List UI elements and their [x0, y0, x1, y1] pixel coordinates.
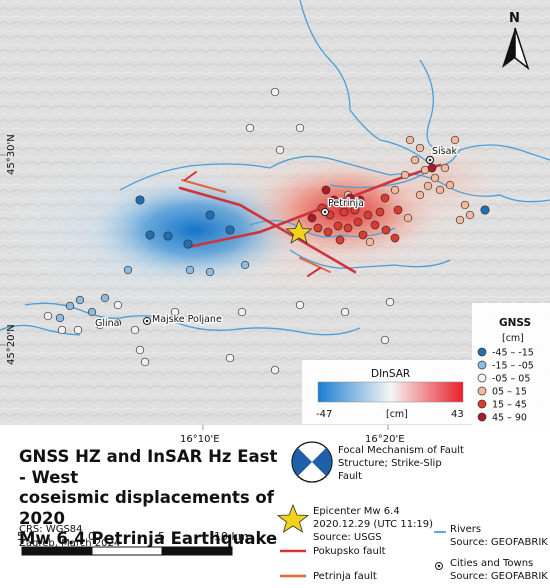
lon-label-2: 16°20'E: [365, 434, 405, 445]
scale-label-10km: 10 km: [214, 530, 249, 543]
dinsar-legend: DInSAR -47 [cm] 43: [302, 360, 472, 424]
label-petrinja: Petrinja: [328, 198, 364, 209]
crs-info: CRS: WGS84 Zagreb, March 2024: [19, 523, 120, 551]
lon-label-1: 16°10'E: [180, 434, 220, 445]
map-title: GNSS HZ and InSAR Hz East - West coseism…: [19, 447, 279, 550]
graticule: 45°30'N 45°20'N 16°10'E 16°20'E: [6, 134, 405, 445]
north-arrow-icon: N: [502, 11, 530, 71]
label-majske-poljane: Majske Poljane: [152, 314, 222, 325]
author-date-line: Zagreb, March 2024: [19, 538, 121, 549]
focal-mechanism-icon: [291, 441, 333, 483]
scale-label-5-right: 5: [158, 530, 165, 543]
label-glina: Glina: [95, 318, 119, 329]
legend-rivers-text: Rivers Source: GEOFABRIK: [450, 524, 548, 548]
scale-label-0: 0: [88, 530, 95, 543]
legend-epicenter-text: Epicenter Mw 6.4 2020.12.29 (UTC 11:19) …: [313, 506, 434, 543]
epicenter-star-icon: [285, 218, 313, 244]
cities: [113, 156, 434, 327]
gnss-class-swatch: [477, 412, 487, 422]
gnss-unit: [cm]: [502, 333, 524, 344]
dinsar-title: DInSAR: [371, 368, 410, 380]
gnss-class-label: 05 – 15: [492, 387, 527, 398]
title-line-1: GNSS HZ and InSAR Hz East - West: [19, 447, 278, 487]
dinsar-unit: [cm]: [386, 409, 408, 420]
gnss-class-swatch: [477, 360, 487, 370]
label-sisak: Sisak: [432, 146, 457, 157]
scale-label-5-left: 5: [17, 530, 24, 543]
petrinja-fault-line: [178, 186, 357, 274]
lat-label-1: 45°30'N: [6, 134, 17, 175]
legend-petrinja-text: Petrinja fault: [313, 571, 377, 582]
legend-epicenter-star-icon: [276, 503, 310, 533]
gnss-class-label: 45 – 90: [492, 413, 527, 424]
gnss-class-swatch: [477, 386, 487, 396]
crs-line: CRS: WGS84: [19, 524, 83, 535]
title-line-2: coseismic displacements of 2020: [19, 488, 274, 528]
gnss-class-label: 15 – 45: [492, 400, 527, 411]
gnss-class-swatch: [477, 373, 487, 383]
gnss-class-label: -05 – 05: [492, 374, 530, 385]
gnss-title: GNSS: [499, 317, 531, 329]
legend-cities-text: Cities and Towns Source: GEOFABRIK: [450, 558, 548, 582]
city-labels: Petrinja Sisak Glina Majske Poljane: [94, 145, 459, 331]
dinsar-min: -47: [316, 409, 332, 420]
dinsar-colorbar: [317, 381, 464, 403]
rivers: [0, 0, 550, 336]
faults: [178, 163, 442, 277]
gnss-class-label: -15 – -05: [492, 361, 534, 372]
scale-bar: [21, 546, 233, 556]
frame-ticks: [0, 154, 389, 430]
dinsar-max: 43: [451, 409, 464, 420]
gnss-class-swatch: [477, 399, 487, 409]
title-line-3: Mw 6.4 Petrinja Earthquake: [19, 529, 278, 548]
gnss-class-label: -45 – -15: [492, 348, 534, 359]
legend-focal-text: Focal Mechanism of Fault Structure; Stri…: [338, 445, 464, 482]
gnss-legend: GNSS [cm] -45 – -15 -15 – -05 -05 – 05 05 –…: [472, 303, 550, 425]
gnss-class-swatch: [477, 347, 487, 357]
legend-pokupsko-text: Pokupsko fault: [313, 546, 386, 557]
north-label: N: [509, 11, 520, 26]
lat-label-2: 45°20'N: [6, 324, 17, 365]
pokupsko-fault-line: [186, 163, 442, 249]
